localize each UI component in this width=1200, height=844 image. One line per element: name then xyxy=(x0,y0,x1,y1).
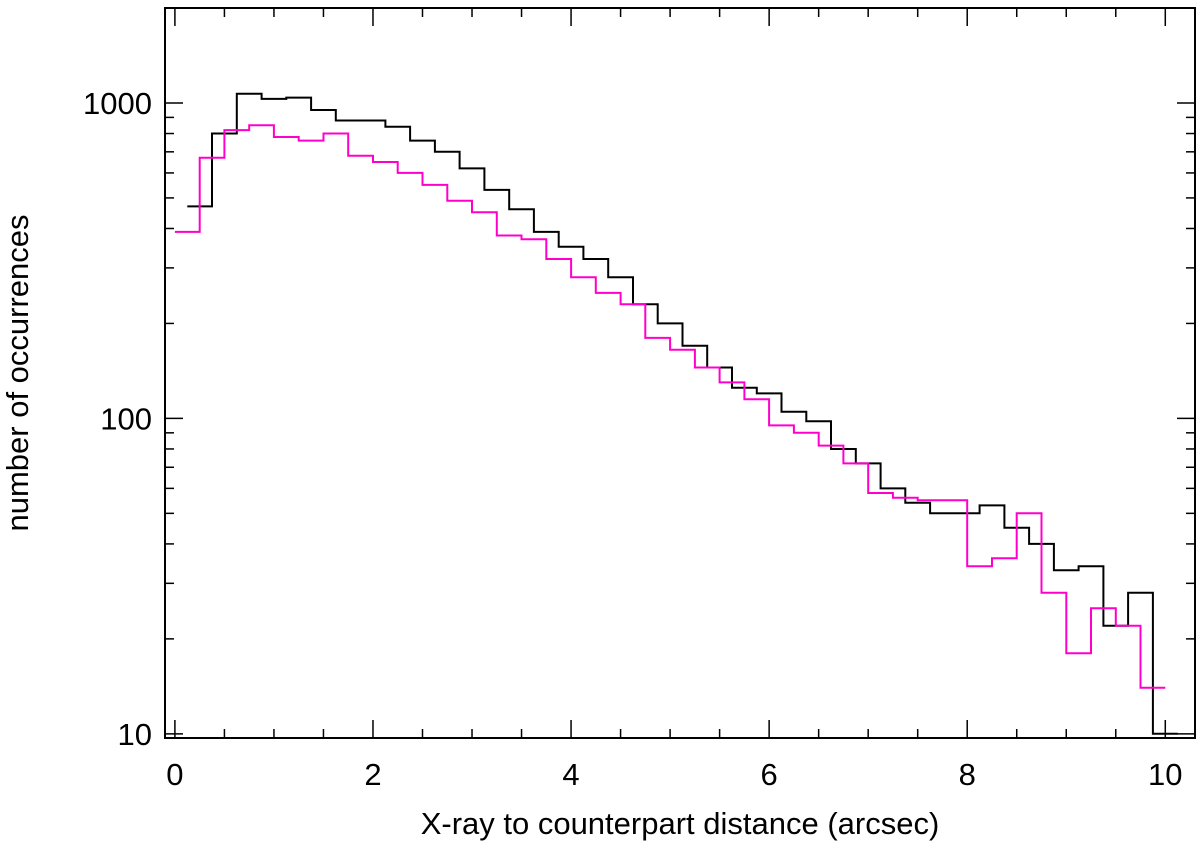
x-tick-label: 10 xyxy=(1148,757,1182,792)
axis-ticks xyxy=(165,7,1195,738)
y-tick-label: 10 xyxy=(118,717,152,752)
axis-tick-labels: 0 2 4 6 8 10 10 100 1000 xyxy=(83,86,1182,792)
x-tick-label: 0 xyxy=(166,757,183,792)
x-tick-label: 2 xyxy=(364,757,381,792)
plot-frame xyxy=(164,7,1196,739)
x-axis-label: X-ray to counterpart distance (arcsec) xyxy=(421,806,940,841)
plot-frame-rect xyxy=(164,7,1196,739)
series-layer xyxy=(174,92,1178,735)
series-1-line xyxy=(187,92,1178,735)
x-tick-label: 6 xyxy=(761,757,778,792)
y-axis-label: number of occurrences xyxy=(0,214,35,531)
x-tick-label: 4 xyxy=(562,757,579,792)
series-2-line xyxy=(174,124,1166,689)
y-tick-label: 1000 xyxy=(83,86,152,121)
x-tick-label: 8 xyxy=(959,757,976,792)
y-tick-label: 100 xyxy=(100,401,152,436)
